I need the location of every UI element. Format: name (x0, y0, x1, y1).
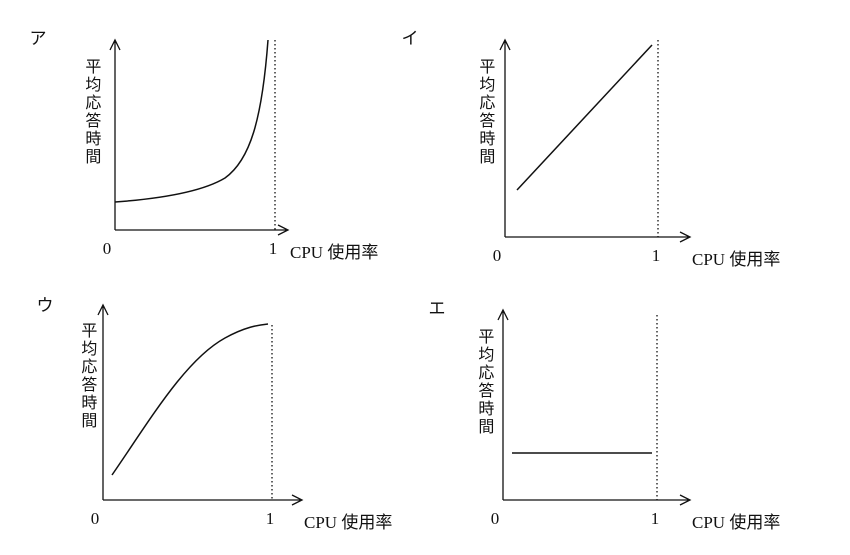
y-axis-label: 平均応答時間 (475, 328, 494, 436)
y-axis (109, 38, 121, 230)
response-curve (111, 323, 269, 476)
x-tick-label: 0 (91, 509, 100, 528)
panel-label: ア (30, 29, 47, 48)
y-axis (97, 303, 109, 500)
panel-label: イ (402, 29, 419, 48)
x-tick-label: 0 (493, 246, 502, 265)
x-tick-label: 1 (269, 239, 278, 258)
y-axis (499, 38, 511, 237)
x-tick-label: 1 (651, 509, 660, 528)
x-axis-label: CPU 使用率 (304, 512, 392, 532)
panel-label: エ (429, 299, 446, 318)
x-tick-label: 1 (266, 509, 275, 528)
x-tick-label: 1 (652, 246, 661, 265)
y-axis-label: 平均応答時間 (476, 58, 495, 166)
x-axis-label: CPU 使用率 (692, 512, 780, 532)
y-axis (497, 308, 509, 500)
y-axis-label: 平均応答時間 (82, 58, 101, 166)
response-curve (516, 44, 653, 191)
response-curve (114, 39, 269, 203)
x-tick-label: 0 (491, 509, 500, 528)
x-axis-label: CPU 使用率 (290, 242, 378, 262)
x-axis (503, 494, 692, 506)
x-axis (115, 224, 290, 236)
x-axis (103, 494, 304, 506)
x-tick-label: 0 (103, 239, 112, 258)
y-axis-label: 平均応答時間 (78, 322, 97, 430)
x-axis-label: CPU 使用率 (692, 249, 780, 269)
panel-label: ウ (37, 296, 54, 315)
x-axis (505, 231, 692, 243)
